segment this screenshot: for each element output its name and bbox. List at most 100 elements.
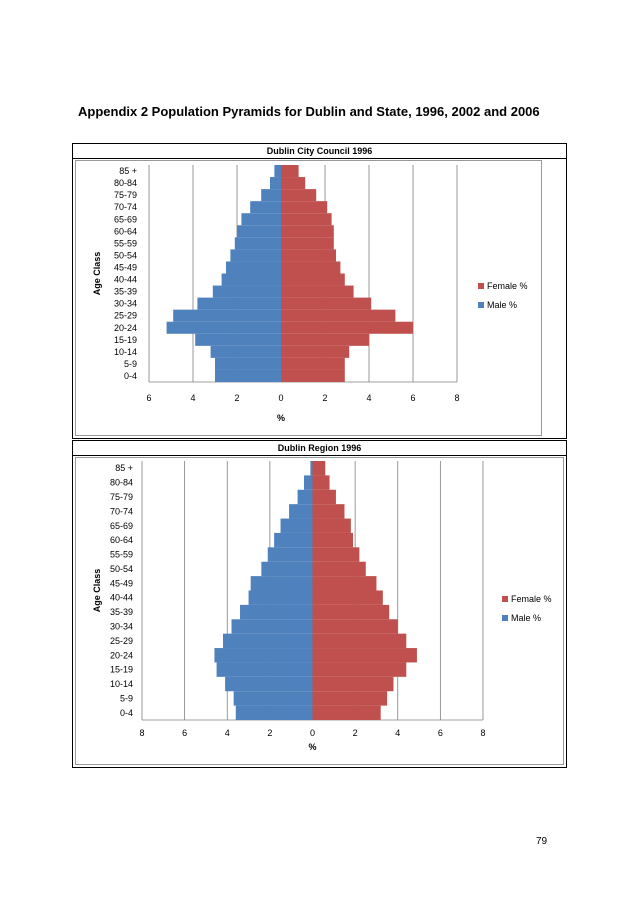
chart-1-female-bar: [281, 213, 332, 226]
chart-2-category-label: 20-24: [110, 650, 133, 660]
chart-2-x-tick-label: 8: [480, 728, 485, 738]
chart-1-legend-male-label: Male %: [487, 300, 517, 310]
chart-2-x-tick-label: 8: [139, 728, 144, 738]
chart-2-male-bar: [280, 518, 313, 533]
chart-2-male-bar: [289, 504, 313, 519]
chart-1-category-label: 80-84: [114, 178, 137, 188]
chart-1-legend-female-label: Female %: [487, 281, 528, 291]
chart-1-male-bar: [195, 333, 281, 346]
chart-2-male-bar: [250, 576, 313, 591]
chart-1-female-bar: [281, 309, 396, 322]
page-number: 79: [536, 836, 548, 847]
chart-1-male-bar: [237, 225, 281, 238]
chart-2-female-bar: [312, 619, 398, 634]
chart-1-male-bar: [270, 177, 281, 190]
chart-1-category-label: 10-14: [114, 347, 137, 357]
page-heading: Appendix 2 Population Pyramids for Dubli…: [78, 104, 540, 119]
chart-1-male-bar: [197, 297, 281, 310]
chart-1-category-label: 70-74: [114, 202, 137, 212]
chart-2-male-bar: [267, 547, 313, 562]
chart-1-female-bar: [281, 249, 336, 262]
chart-1-female-bar: [281, 177, 306, 190]
chart-1-female-bar: [281, 369, 345, 382]
chart-2-x-tick-label: 6: [438, 728, 443, 738]
chart-2-female-bar: [312, 662, 407, 677]
chart-2-male-bar: [248, 590, 313, 605]
chart-1-female-bar: [281, 333, 369, 346]
chart-2-category-label: 15-19: [110, 665, 133, 675]
chart-2-female-bar: [312, 705, 381, 720]
chart-1-male-bar: [234, 237, 281, 250]
chart-2-category-label: 75-79: [110, 492, 133, 502]
chart-1-category-label: 75-79: [114, 190, 137, 200]
chart-1-x-tick-label: 8: [454, 393, 459, 403]
chart-1-plot-area-border: [75, 160, 542, 436]
chart-1-category-label: 0-4: [124, 371, 137, 381]
chart-1-category-label: 40-44: [114, 275, 137, 285]
chart-2-female-bar: [312, 648, 417, 663]
chart-2-y-axis-title: Age Class: [92, 569, 102, 613]
chart-2-legend-male-swatch: [502, 615, 508, 621]
chart-2-plot-area-border: [75, 457, 564, 765]
chart-1-male-bar: [230, 249, 281, 262]
chart-1-frame: [72, 158, 567, 439]
chart-2-category-label: 30-34: [110, 621, 133, 631]
chart-2-male-bar: [274, 532, 313, 548]
chart-1-female-bar: [281, 285, 354, 298]
chart-1-category-label: 30-34: [114, 299, 137, 309]
chart-1-category-label: 20-24: [114, 323, 137, 333]
chart-2-x-tick-label: 6: [182, 728, 187, 738]
chart-1-x-tick-label: 6: [146, 393, 151, 403]
chart-2-female-bar: [312, 576, 377, 591]
chart-1-male-bar: [221, 273, 281, 286]
chart-1-male-bar: [226, 261, 281, 274]
chart-2-male-bar: [225, 676, 313, 692]
chart-1-x-tick-label: 4: [190, 393, 195, 403]
chart-1-female-bar: [281, 273, 345, 286]
chart-2-x-tick-label: 0: [310, 728, 315, 738]
chart-2-male-bar: [214, 648, 313, 663]
chart-2-category-label: 35-39: [110, 607, 133, 617]
chart-1-x-tick-label: 2: [322, 393, 327, 403]
chart-1-category-label: 85 +: [119, 166, 137, 176]
chart-1-male-bar: [250, 201, 281, 214]
chart-1-category-label: 60-64: [114, 226, 137, 236]
chart-2-frame: [72, 455, 567, 768]
chart-2-female-bar: [312, 547, 360, 562]
chart-2-x-tick-label: 4: [225, 728, 230, 738]
chart-2-female-bar: [312, 518, 351, 533]
chart-1-male-bar: [215, 357, 281, 370]
chart-1-x-tick-label: 4: [366, 393, 371, 403]
chart-1-legend-female-swatch: [478, 283, 484, 289]
chart-2-male-bar: [233, 691, 313, 706]
chart-2-female-bar: [312, 691, 388, 706]
chart-1-female-bar: [281, 201, 328, 214]
chart-1-male-bar: [173, 309, 281, 322]
chart-1-female-bar: [281, 357, 345, 370]
chart-1-x-tick-label: 0: [278, 393, 283, 403]
chart-2-category-label: 85 +: [115, 463, 133, 473]
chart-2-legend-male-label: Male %: [511, 613, 541, 623]
chart-1-category-label: 65-69: [114, 214, 137, 224]
chart-2-x-axis-title: %: [308, 742, 316, 752]
chart-2-male-bar: [261, 561, 313, 577]
chart-2-category-label: 50-54: [110, 564, 133, 574]
chart-2-legend-female-swatch: [502, 596, 508, 602]
chart-2-female-bar: [312, 561, 366, 577]
chart-1-male-bar: [274, 165, 281, 178]
chart-2-female-bar: [312, 475, 330, 490]
chart-2-male-bar: [297, 489, 313, 505]
chart-1-male-bar: [210, 345, 281, 358]
chart-1-legend-male-swatch: [478, 302, 484, 308]
chart-1-female-bar: [281, 189, 317, 202]
chart-1-category-label: 15-19: [114, 335, 137, 345]
chart-2-male-bar: [235, 705, 313, 720]
chart-1-category-label: 25-29: [114, 311, 137, 321]
chart-1-male-bar: [212, 285, 281, 298]
chart-2-category-label: 55-59: [110, 550, 133, 560]
chart-2-female-bar: [312, 532, 353, 548]
chart-2-male-bar: [303, 475, 313, 490]
chart-1-male-bar: [166, 321, 281, 334]
